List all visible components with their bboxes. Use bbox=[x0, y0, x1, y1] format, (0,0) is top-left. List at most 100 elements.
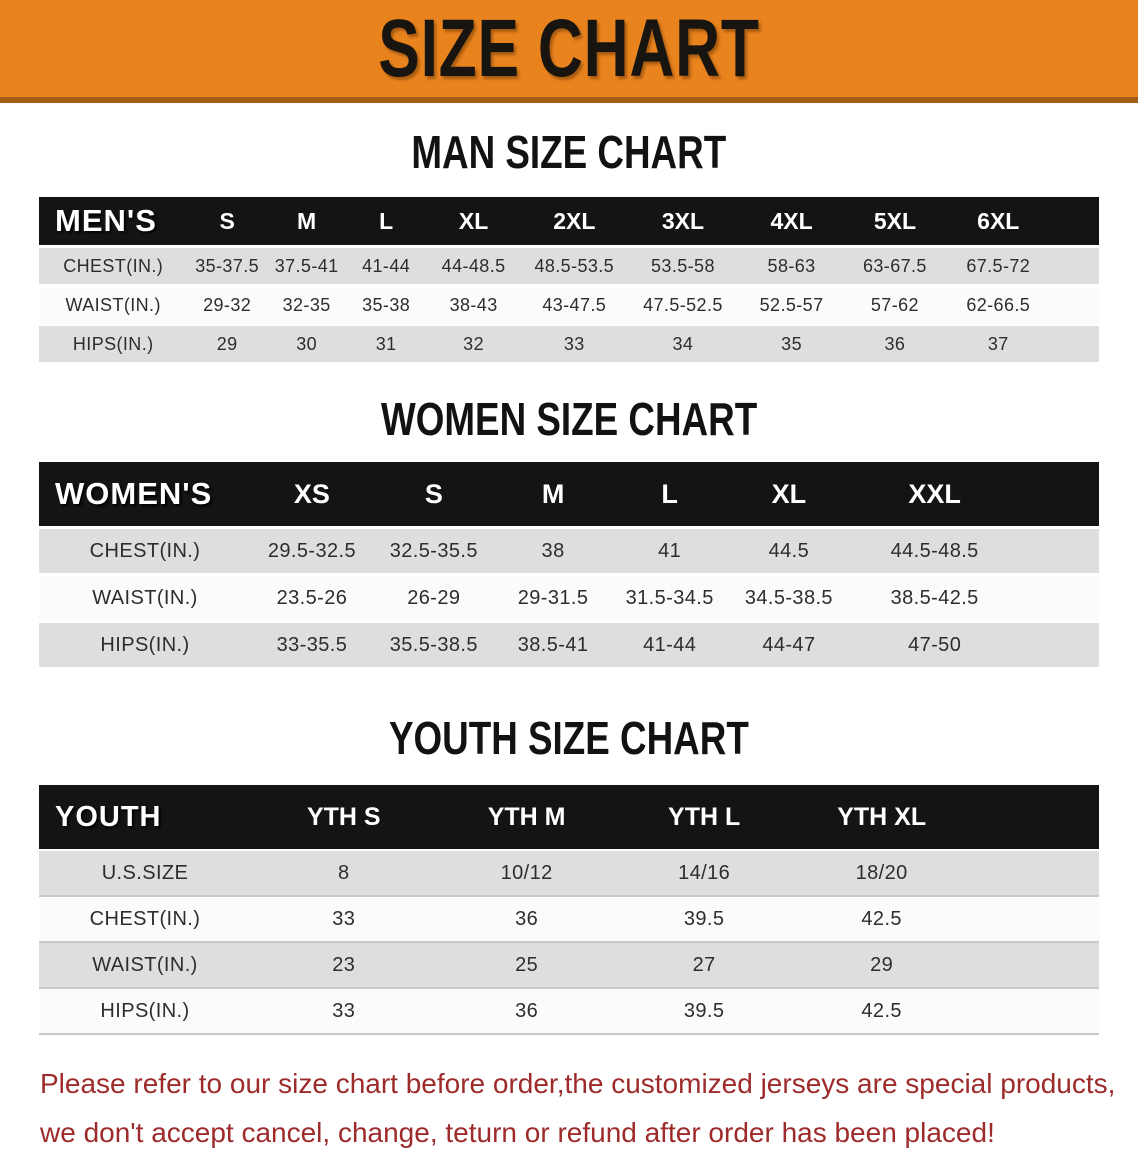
women-waist-row: WAIST(IN.) 23.5-26 26-29 29-31.5 31.5-34… bbox=[39, 574, 1099, 622]
cell: 32 bbox=[425, 324, 522, 362]
youth-heading-text: YOUTH SIZE CHART bbox=[389, 712, 749, 764]
men-col-6xl: 6XL bbox=[945, 197, 1052, 247]
cell: 29-32 bbox=[187, 285, 267, 325]
women-col-xs: XS bbox=[251, 462, 373, 528]
cell: 36 bbox=[844, 324, 946, 362]
youth-header-row: YOUTH YTH S YTH M YTH L YTH XL bbox=[39, 785, 1099, 850]
men-chest-row: CHEST(IN.) 35-37.5 37.5-41 41-44 44-48.5… bbox=[39, 246, 1099, 286]
men-col-2xl: 2XL bbox=[521, 197, 628, 247]
men-col-5xl: 5XL bbox=[844, 197, 946, 247]
cell: 29 bbox=[187, 324, 267, 362]
men-col-xl: XL bbox=[425, 197, 522, 247]
cell: 26-29 bbox=[372, 574, 495, 622]
banner-title: SIZE CHART bbox=[378, 2, 760, 94]
cell: 8 bbox=[251, 850, 437, 896]
row-label: WAIST(IN.) bbox=[39, 285, 188, 325]
men-col-3xl: 3XL bbox=[627, 197, 739, 247]
cell: 34.5-38.5 bbox=[727, 574, 850, 622]
cell: 39.5 bbox=[616, 988, 792, 1034]
cell: 42.5 bbox=[791, 988, 972, 1034]
youth-col-m: YTH M bbox=[436, 785, 617, 850]
cell: 42.5 bbox=[791, 896, 972, 942]
men-header-row: MEN'S S M L XL 2XL 3XL 4XL 5XL 6XL bbox=[39, 197, 1099, 247]
cell: 38 bbox=[494, 527, 612, 575]
women-col-xxl: XXL bbox=[849, 462, 1020, 528]
row-label: CHEST(IN.) bbox=[39, 527, 251, 575]
cell: 41-44 bbox=[346, 246, 426, 286]
filler-cell bbox=[1051, 197, 1099, 247]
cell: 47.5-52.5 bbox=[627, 285, 739, 325]
cell: 37 bbox=[945, 324, 1052, 362]
cell: 44-48.5 bbox=[425, 246, 522, 286]
men-col-l: L bbox=[346, 197, 426, 247]
man-heading-text: MAN SIZE CHART bbox=[411, 126, 727, 178]
cell: 35-38 bbox=[346, 285, 426, 325]
cell: 35-37.5 bbox=[187, 246, 267, 286]
row-label: CHEST(IN.) bbox=[39, 896, 251, 942]
row-label: HIPS(IN.) bbox=[39, 988, 251, 1034]
women-col-m: M bbox=[494, 462, 612, 528]
youth-chest-row: CHEST(IN.) 33 36 39.5 42.5 bbox=[39, 896, 1099, 942]
row-label: HIPS(IN.) bbox=[39, 621, 251, 668]
cell: 41 bbox=[611, 527, 728, 575]
cell: 48.5-53.5 bbox=[521, 246, 628, 286]
filler-cell bbox=[1051, 246, 1099, 286]
cell: 29.5-32.5 bbox=[251, 527, 373, 575]
cell: 23.5-26 bbox=[251, 574, 373, 622]
cell: 58-63 bbox=[738, 246, 845, 286]
cell: 31 bbox=[346, 324, 426, 362]
youth-size-table: YOUTH YTH S YTH M YTH L YTH XL U.S.SIZE … bbox=[39, 785, 1099, 1035]
cell: 33-35.5 bbox=[251, 621, 373, 668]
men-header-label: MEN'S bbox=[39, 197, 188, 247]
cell: 10/12 bbox=[436, 850, 617, 896]
cell: 36 bbox=[436, 896, 617, 942]
disclaimer-line-1: Please refer to our size chart before or… bbox=[40, 1068, 1116, 1099]
cell: 63-67.5 bbox=[844, 246, 946, 286]
cell: 38.5-41 bbox=[494, 621, 612, 668]
women-section-heading: WOMEN SIZE CHART bbox=[0, 396, 1138, 442]
row-label: WAIST(IN.) bbox=[39, 942, 251, 988]
filler-cell bbox=[1019, 621, 1099, 668]
cell: 33 bbox=[251, 988, 437, 1034]
filler-cell bbox=[971, 785, 1099, 850]
men-hips-row: HIPS(IN.) 29 30 31 32 33 34 35 36 37 bbox=[39, 324, 1099, 362]
size-chart-banner: SIZE CHART bbox=[0, 0, 1138, 103]
cell: 47-50 bbox=[849, 621, 1020, 668]
youth-col-xl: YTH XL bbox=[791, 785, 972, 850]
youth-col-s: YTH S bbox=[251, 785, 437, 850]
filler-cell bbox=[971, 942, 1099, 988]
cell: 33 bbox=[521, 324, 628, 362]
women-heading-text: WOMEN SIZE CHART bbox=[380, 393, 758, 445]
cell: 29 bbox=[791, 942, 972, 988]
filler-cell bbox=[1019, 574, 1099, 622]
row-label: CHEST(IN.) bbox=[39, 246, 188, 286]
cell: 37.5-41 bbox=[266, 246, 347, 286]
cell: 44-47 bbox=[727, 621, 850, 668]
filler-cell bbox=[1051, 285, 1099, 325]
cell: 44.5 bbox=[727, 527, 850, 575]
men-size-table: MEN'S S M L XL 2XL 3XL 4XL 5XL 6XL CHEST… bbox=[39, 197, 1099, 362]
cell: 41-44 bbox=[611, 621, 728, 668]
filler-cell bbox=[1019, 462, 1099, 528]
cell: 53.5-58 bbox=[627, 246, 739, 286]
cell: 33 bbox=[251, 896, 437, 942]
youth-section-heading: YOUTH SIZE CHART bbox=[0, 715, 1138, 761]
cell: 67.5-72 bbox=[945, 246, 1052, 286]
women-col-l: L bbox=[611, 462, 728, 528]
cell: 35 bbox=[738, 324, 845, 362]
cell: 57-62 bbox=[844, 285, 946, 325]
cell: 27 bbox=[616, 942, 792, 988]
women-header-label: WOMEN'S bbox=[39, 462, 251, 528]
men-col-4xl: 4XL bbox=[738, 197, 845, 247]
women-hips-row: HIPS(IN.) 33-35.5 35.5-38.5 38.5-41 41-4… bbox=[39, 621, 1099, 668]
filler-cell bbox=[971, 988, 1099, 1034]
women-col-xl: XL bbox=[727, 462, 850, 528]
youth-waist-row: WAIST(IN.) 23 25 27 29 bbox=[39, 942, 1099, 988]
disclaimer-line-2: we don't accept cancel, change, teturn o… bbox=[40, 1117, 995, 1148]
cell: 39.5 bbox=[616, 896, 792, 942]
women-col-s: S bbox=[372, 462, 495, 528]
man-section-heading: MAN SIZE CHART bbox=[0, 129, 1138, 175]
cell: 25 bbox=[436, 942, 617, 988]
men-waist-row: WAIST(IN.) 29-32 32-35 35-38 38-43 43-47… bbox=[39, 285, 1099, 325]
youth-col-l: YTH L bbox=[616, 785, 792, 850]
